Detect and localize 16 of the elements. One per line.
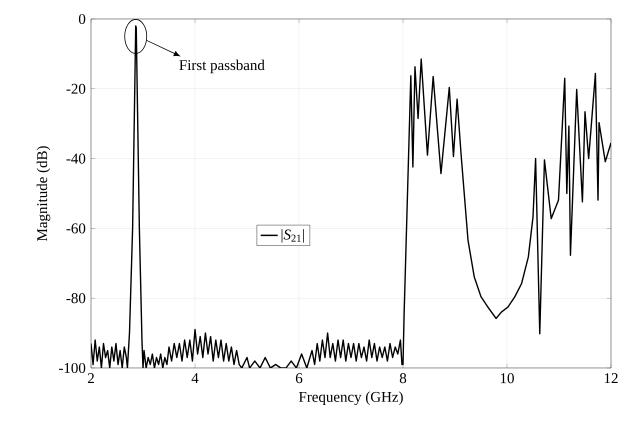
y-tick-label: -20: [66, 84, 86, 94]
x-axis-title: Frequency (GHz): [298, 391, 403, 405]
y-tick-label: -40: [66, 154, 86, 164]
y-tick-label: 0: [78, 14, 86, 24]
x-tick-label: 2: [88, 373, 94, 384]
annotation: First passband: [179, 60, 265, 74]
y-tick-label: -100: [58, 362, 86, 374]
y-axis-title: Magnitude (dB): [36, 146, 50, 241]
x-tick-label: 8: [400, 373, 406, 384]
y-tick-label: -80: [66, 293, 86, 304]
y-tick-label: -60: [66, 223, 86, 234]
x-tick-label: 4: [192, 373, 199, 383]
x-tick-label: 6: [296, 373, 302, 384]
legend-label: |S$_{21}$|: [282, 229, 304, 243]
x-tick-label: 10: [500, 373, 514, 384]
x-tick-label: 12: [604, 373, 618, 384]
